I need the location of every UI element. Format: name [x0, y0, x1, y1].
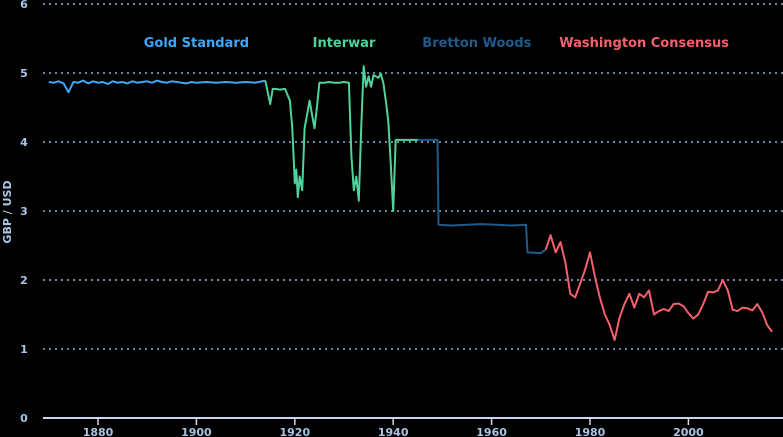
x-tick-label: 1880	[83, 426, 114, 437]
x-tick-label: 1940	[378, 426, 409, 437]
x-tick-label: 1960	[476, 426, 507, 437]
era-label-interwar: Interwar	[313, 36, 376, 51]
y-tick-label: 0	[20, 412, 28, 425]
x-tick-label: 1920	[279, 426, 310, 437]
y-tick-label: 3	[20, 205, 28, 218]
series-line-washington-consensus	[544, 234, 773, 341]
y-tick-label: 6	[20, 0, 28, 11]
y-tick-label: 4	[20, 136, 28, 149]
era-annotations: Gold Standard Interwar Bretton Woods Washin…	[144, 36, 730, 51]
y-axis-ticks: 0 1 2 3 4 5 6	[20, 0, 28, 425]
x-tick-label: 2000	[673, 426, 704, 437]
series-lines	[48, 65, 773, 341]
y-axis-label: GBP / USD	[1, 180, 14, 243]
era-label-washington-consensus: Washington Consensus	[559, 36, 729, 51]
y-tick-label: 5	[20, 67, 28, 80]
gridlines	[43, 3, 783, 350]
x-tick-label: 1900	[181, 426, 212, 437]
y-tick-label: 1	[20, 343, 28, 356]
series-line-interwar	[264, 65, 418, 212]
x-tick-label: 1980	[575, 426, 606, 437]
era-label-gold-standard: Gold Standard	[144, 36, 249, 51]
series-line-gold-standard	[48, 79, 266, 94]
series-line-bretton-woods	[417, 138, 547, 255]
era-label-bretton-woods: Bretton Woods	[422, 36, 531, 51]
y-tick-label: 2	[20, 274, 28, 287]
x-axis-ticks: 1880 1900 1920 1940 1960 1980 2000	[83, 418, 704, 437]
